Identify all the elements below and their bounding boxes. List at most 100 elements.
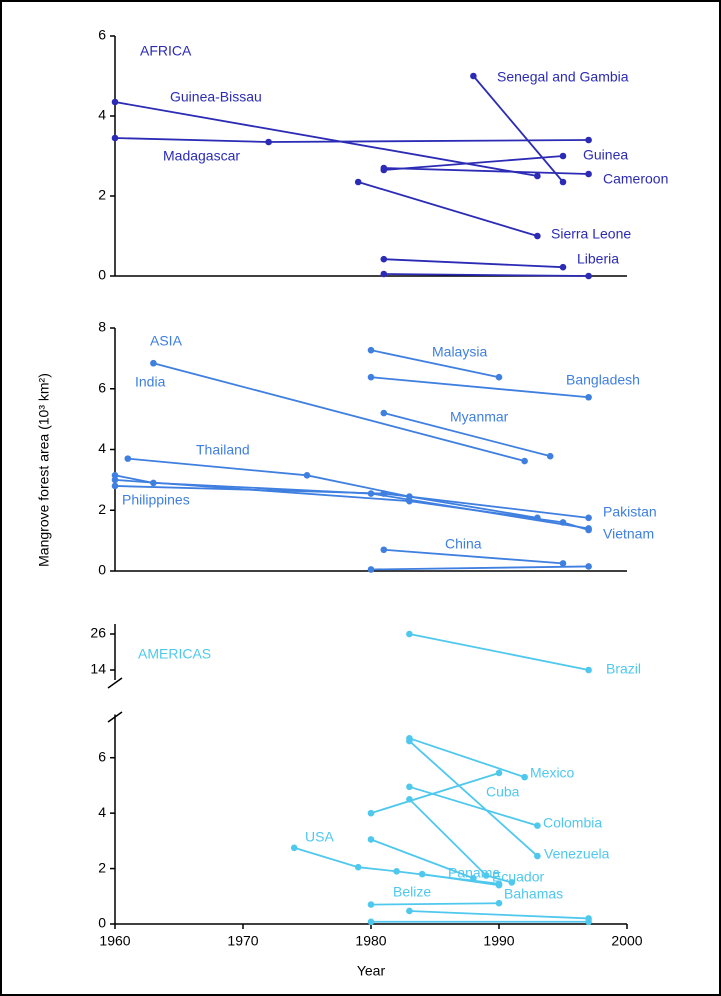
y-tick-label: 2 bbox=[98, 187, 106, 203]
axis-break bbox=[107, 677, 123, 689]
data-point bbox=[124, 455, 132, 462]
panel-title: AMERICAS bbox=[138, 646, 211, 662]
series-label: Malaysia bbox=[432, 344, 487, 360]
series-label: China bbox=[445, 536, 482, 552]
data-point bbox=[521, 457, 528, 465]
data-point bbox=[585, 393, 592, 401]
data-point bbox=[111, 472, 119, 479]
data-point bbox=[354, 863, 362, 871]
data-point bbox=[495, 899, 503, 907]
data-point bbox=[393, 868, 400, 875]
y-tick-label: 0 bbox=[98, 267, 106, 283]
series-line bbox=[383, 167, 589, 175]
data-point bbox=[367, 373, 375, 381]
series-label: Thailand bbox=[196, 442, 250, 458]
x-tick-label: 1960 bbox=[99, 933, 130, 949]
data-point bbox=[406, 907, 413, 915]
data-point bbox=[585, 170, 592, 178]
data-point bbox=[559, 263, 567, 271]
series-label: Liberia bbox=[577, 251, 619, 267]
y-tick-label: 4 bbox=[98, 804, 106, 820]
series-label: Bangladesh bbox=[566, 372, 640, 388]
series-label: Vietnam bbox=[603, 526, 654, 542]
y-tick-label: 2 bbox=[98, 501, 106, 517]
data-point bbox=[585, 136, 592, 144]
data-point bbox=[559, 519, 567, 526]
y-tick-label: 6 bbox=[98, 748, 106, 764]
data-point bbox=[406, 783, 413, 791]
data-point bbox=[367, 918, 375, 926]
data-point bbox=[546, 452, 554, 460]
data-point bbox=[495, 373, 503, 381]
data-point bbox=[559, 152, 567, 160]
data-point bbox=[585, 563, 592, 570]
series-label: Madagascar bbox=[163, 148, 240, 164]
series-line bbox=[472, 75, 564, 183]
panel-title: ASIA bbox=[150, 333, 183, 349]
data-point bbox=[111, 476, 119, 484]
data-point bbox=[406, 795, 413, 803]
data-point bbox=[470, 72, 477, 80]
series-line bbox=[383, 155, 564, 171]
y-tick-label: 8 bbox=[98, 319, 106, 335]
data-point bbox=[290, 844, 298, 852]
series-label: Venezuela bbox=[544, 846, 610, 862]
series-line bbox=[409, 633, 589, 671]
data-point bbox=[380, 255, 388, 263]
series-line bbox=[370, 565, 589, 571]
data-point bbox=[482, 872, 490, 879]
y-axis-label: Mangrove forest area (10³ km²) bbox=[36, 373, 52, 567]
data-point bbox=[111, 482, 119, 490]
axis-break bbox=[107, 711, 123, 723]
y-tick-label: 14 bbox=[90, 661, 106, 677]
data-point bbox=[534, 852, 541, 860]
data-point bbox=[111, 134, 119, 142]
data-point bbox=[585, 918, 592, 926]
series-line bbox=[370, 838, 474, 880]
data-point bbox=[303, 472, 311, 479]
x-tick-label: 2000 bbox=[611, 933, 642, 949]
data-point bbox=[380, 490, 388, 497]
data-point bbox=[585, 514, 592, 522]
series-label: India bbox=[135, 374, 166, 390]
series-label: Senegal and Gambia bbox=[497, 69, 629, 85]
data-point bbox=[367, 809, 375, 817]
data-point bbox=[367, 901, 375, 908]
x-tick-label: 1980 bbox=[355, 933, 386, 949]
data-point bbox=[380, 164, 388, 172]
data-point bbox=[521, 773, 528, 781]
y-tick-label: 0 bbox=[98, 562, 106, 578]
data-point bbox=[585, 666, 592, 674]
y-tick-label: 4 bbox=[98, 440, 106, 456]
data-point bbox=[418, 870, 426, 878]
series-label: Guinea-Bissau bbox=[170, 89, 262, 105]
series-line bbox=[370, 376, 589, 399]
x-tick-label: 1990 bbox=[483, 933, 514, 949]
series-line bbox=[409, 910, 589, 920]
y-tick-label: 2 bbox=[98, 859, 106, 875]
y-tick-label: 4 bbox=[98, 107, 106, 123]
series-line bbox=[383, 412, 551, 458]
x-tick-label: 1970 bbox=[227, 933, 258, 949]
data-point bbox=[367, 566, 375, 573]
series-line bbox=[357, 181, 538, 237]
data-point bbox=[380, 270, 388, 278]
series-line bbox=[370, 772, 500, 815]
data-point bbox=[380, 546, 388, 554]
series-line bbox=[408, 740, 539, 857]
data-point bbox=[585, 272, 592, 280]
series-label: Philippines bbox=[122, 492, 190, 508]
data-point bbox=[534, 822, 541, 829]
series-line bbox=[383, 273, 589, 277]
data-point bbox=[406, 497, 413, 505]
series-line bbox=[409, 785, 538, 827]
data-point bbox=[367, 346, 375, 354]
series-line bbox=[383, 548, 564, 565]
data-point bbox=[354, 178, 362, 186]
series-line bbox=[370, 902, 500, 906]
series-label: Brazil bbox=[606, 661, 641, 677]
series-label: Cuba bbox=[486, 784, 520, 800]
series-label: Mexico bbox=[530, 765, 575, 781]
